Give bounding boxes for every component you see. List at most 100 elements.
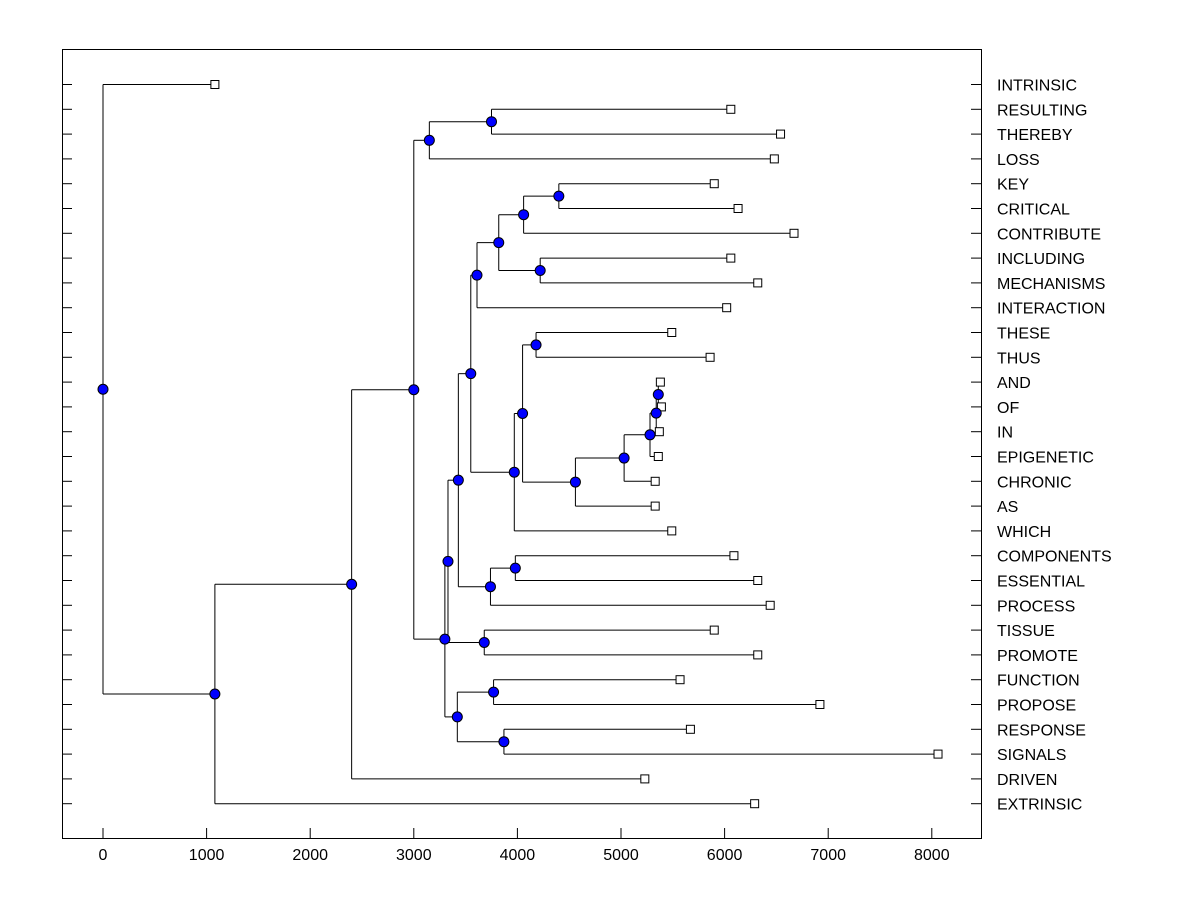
merge-node-n25 xyxy=(423,134,435,146)
leaf-marker-driven xyxy=(640,774,650,784)
leaf-label-as: AS xyxy=(997,499,1018,516)
merge-node-n15 xyxy=(509,562,521,574)
leaf-label-contribute: CONTRIBUTE xyxy=(997,226,1101,243)
plot-frame xyxy=(62,49,982,839)
leaf-marker-function xyxy=(675,675,685,685)
leaf-marker-in xyxy=(654,427,664,437)
leaf-label-in: IN xyxy=(997,425,1013,442)
leaf-label-driven: DRIVEN xyxy=(997,772,1057,789)
merge-node-n8 xyxy=(508,466,520,478)
merge-node-n16 xyxy=(484,581,496,593)
leaf-label-mechanisms: MECHANISMS xyxy=(997,276,1105,293)
leaf-marker-propose xyxy=(815,700,825,709)
leaf-marker-critical xyxy=(733,204,743,213)
x-tick-label-5000: 5000 xyxy=(603,847,639,864)
leaf-marker-interaction xyxy=(722,303,732,313)
y-ticks xyxy=(62,84,981,805)
leaf-marker-components xyxy=(729,551,739,561)
leaf-label-and: AND xyxy=(997,375,1031,392)
x-tick-label-2000: 2000 xyxy=(292,847,328,864)
leaf-label-tissue: TISSUE xyxy=(997,623,1055,640)
leaf-label-resulting: RESULTING xyxy=(997,102,1087,119)
merge-node-n23 xyxy=(439,633,451,645)
merge-node-n7 xyxy=(517,407,529,419)
x-tick-label-1000: 1000 xyxy=(189,847,225,864)
leaf-label-thus: THUS xyxy=(997,350,1041,367)
leaf-label-intrinsic: INTRINSIC xyxy=(997,78,1077,95)
leaf-label-including: INCLUDING xyxy=(997,251,1085,268)
leaf-marker-contribute xyxy=(789,228,799,238)
merge-node-n11 xyxy=(534,265,546,276)
leaf-marker-epigenetic xyxy=(653,452,663,461)
merge-node-n26 xyxy=(408,384,420,396)
merge-node-n27 xyxy=(346,578,358,590)
leaf-label-extrinsic: EXTRINSIC xyxy=(997,797,1082,814)
leaf-label-chronic: CHRONIC xyxy=(997,474,1072,491)
leaf-marker-signals xyxy=(933,749,943,759)
merge-node-n1 xyxy=(652,389,664,400)
leaf-labels: INTRINSIC RESULTING THEREBY LOSS KEY CRITICAL… xyxy=(997,78,1112,814)
leaf-label-thereby: THEREBY xyxy=(997,127,1073,144)
leaf-markers xyxy=(210,80,943,809)
leaf-marker-these xyxy=(667,328,677,337)
merge-node-n14 xyxy=(465,368,477,380)
leaf-label-these: THESE xyxy=(997,326,1050,343)
merge-node-n3 xyxy=(644,429,656,441)
merge-node-n6 xyxy=(530,339,542,351)
leaf-marker-response xyxy=(685,724,695,734)
x-tick-label-3000: 3000 xyxy=(396,847,432,864)
leaf-marker-chronic xyxy=(650,476,660,486)
leaf-marker-thereby xyxy=(776,129,786,139)
merge-node-n17 xyxy=(452,474,464,486)
leaf-label-signals: SIGNALS xyxy=(997,747,1066,764)
leaf-marker-extrinsic xyxy=(750,799,760,809)
leaf-marker-resulting xyxy=(726,104,736,114)
leaf-label-key: KEY xyxy=(997,177,1029,194)
leaf-label-essential: ESSENTIAL xyxy=(997,574,1085,591)
x-tick-label-6000: 6000 xyxy=(707,847,743,864)
merge-node-n18 xyxy=(478,637,490,648)
leaf-label-function: FUNCTION xyxy=(997,673,1080,690)
merge-node-n24 xyxy=(486,116,497,128)
x-tick-label-8000: 8000 xyxy=(914,847,950,864)
merge-nodes xyxy=(97,116,664,748)
merge-node-n21 xyxy=(498,736,510,748)
leaf-label-epigenetic: EPIGENETIC xyxy=(997,450,1094,467)
leaf-label-loss: LOSS xyxy=(997,152,1040,169)
leaf-marker-of xyxy=(656,402,666,412)
merge-node-n28 xyxy=(209,688,221,700)
leaf-label-response: RESPONSE xyxy=(997,722,1086,739)
leaf-marker-process xyxy=(765,600,775,610)
merge-node-n9 xyxy=(553,190,565,202)
merge-node-n20 xyxy=(488,686,500,698)
merge-node-n12 xyxy=(493,237,505,249)
merge-node-n22 xyxy=(451,711,463,723)
merge-node-n13 xyxy=(471,269,483,281)
leaf-marker-thus xyxy=(705,352,715,362)
leaf-label-components: COMPONENTS xyxy=(997,549,1112,566)
leaf-marker-as xyxy=(650,501,660,511)
leaf-marker-essential xyxy=(753,576,763,585)
x-axis: 0 1000 2000 3000 4000 5000 6000 7000 8000 xyxy=(99,828,950,864)
leaf-label-critical: CRITICAL xyxy=(997,202,1070,219)
leaf-marker-loss xyxy=(769,154,779,164)
x-tick-label-7000: 7000 xyxy=(810,847,846,864)
leaf-marker-which xyxy=(667,526,677,536)
merge-node-n4 xyxy=(618,452,630,464)
merge-node-n19 xyxy=(442,555,454,567)
leaf-label-which: WHICH xyxy=(997,524,1051,541)
merge-node-n2 xyxy=(650,407,662,419)
leaf-marker-intrinsic xyxy=(210,80,220,89)
leaf-label-interaction: INTERACTION xyxy=(997,301,1105,318)
leaf-label-promote: PROMOTE xyxy=(997,648,1078,665)
leaf-label-process: PROCESS xyxy=(997,598,1075,615)
merge-node-n5 xyxy=(569,476,581,488)
leaf-label-propose: PROPOSE xyxy=(997,698,1076,715)
leaf-marker-tissue xyxy=(709,625,719,635)
leaf-marker-promote xyxy=(753,650,763,660)
leaf-label-of: OF xyxy=(997,400,1019,417)
x-tick-label-4000: 4000 xyxy=(500,847,536,864)
leaf-marker-including xyxy=(726,253,736,263)
x-tick-label-0: 0 xyxy=(99,847,108,864)
